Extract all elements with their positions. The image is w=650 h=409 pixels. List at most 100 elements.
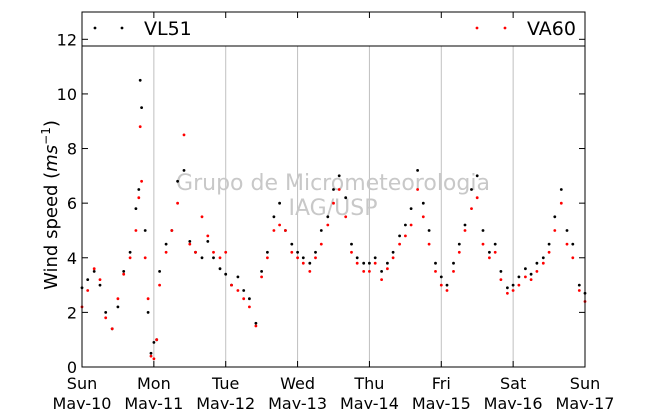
x-tick-label-date: May-17 [556,394,615,409]
data-point-va60 [128,256,132,260]
data-point-va60 [308,270,312,273]
data-point-vl51 [92,270,96,273]
data-point-vl51 [236,275,240,279]
data-point-va60 [200,215,204,219]
x-tick-label-date: May-14 [340,394,399,409]
data-point-vl51 [104,311,108,314]
data-point-va60 [236,289,240,292]
data-point-vl51 [434,261,437,265]
data-point-vl51 [470,188,473,191]
y-tick-label: 2 [67,303,77,322]
data-point-va60 [547,250,551,254]
data-point-vl51 [206,240,210,243]
data-point-vl51 [559,188,563,191]
data-point-va60 [326,223,330,227]
data-point-vl51 [344,196,348,200]
data-point-va60 [230,283,233,287]
data-point-va60 [206,234,210,238]
data-point-va60 [577,289,581,292]
data-point-va60 [170,229,174,232]
data-point-vl51 [260,270,263,273]
x-tick-label-day: Thu [353,374,384,393]
legend: VL51 VA60 [81,11,586,47]
data-point-va60 [290,250,294,254]
y-tick-label: 8 [67,140,77,159]
data-point-va60 [386,267,389,271]
data-point-va60 [137,196,141,200]
data-point-va60 [301,261,305,265]
data-point-vl51 [158,270,162,273]
scatter-points [80,78,587,361]
data-point-va60 [391,256,395,260]
data-point-vl51 [386,261,389,265]
data-point-va60 [541,261,545,265]
data-point-va60 [218,256,222,260]
y-tick-label: 10 [57,85,77,104]
data-point-va60 [158,283,162,287]
data-point-va60 [517,283,521,287]
data-point-vl51 [565,229,569,232]
data-point-va60 [559,201,563,205]
data-point-va60 [155,338,159,342]
data-point-va60 [337,188,341,191]
data-point-vl51 [488,250,491,254]
data-point-va60 [104,316,108,320]
data-point-vl51 [164,242,168,246]
data-point-va60 [248,305,251,309]
data-point-vl51 [506,286,509,290]
data-point-va60 [452,270,455,273]
data-point-vl51 [481,229,485,232]
data-point-va60 [362,270,366,273]
x-tick-label-date: May-16 [484,394,543,409]
data-point-vl51 [416,169,419,172]
data-point-vl51 [308,261,312,265]
data-point-va60 [266,256,269,260]
data-point-vl51 [248,297,251,301]
data-point-va60 [493,250,497,254]
data-point-vl51 [571,242,575,246]
x-tick-label-day: Sat [500,374,526,393]
watermark: Grupo de Micrometeorologia IAG/USP [176,171,490,221]
data-point-vl51 [272,215,276,219]
data-point-va60 [188,242,192,246]
x-tick-label-day: Mon [137,374,171,393]
x-tick-label-date: May-10 [53,394,112,409]
data-point-vl51 [421,201,425,205]
data-point-va60 [122,272,126,276]
data-point-vl51 [182,169,186,172]
data-point-va60 [86,289,90,292]
data-point-vl51 [224,272,228,276]
data-point-vl51 [337,174,341,178]
data-point-va60 [368,270,371,273]
data-point-vl51 [137,188,141,191]
data-point-va60 [134,229,138,232]
data-point-va60 [404,234,407,238]
y-tick-label: 12 [57,30,77,49]
data-point-va60 [470,207,473,211]
data-point-va60 [571,256,575,260]
data-point-va60 [434,270,437,273]
data-point-vl51 [541,256,545,260]
data-point-va60 [140,179,144,183]
data-point-vl51 [212,256,215,260]
data-point-vl51 [404,223,407,227]
data-point-vl51 [290,242,294,246]
data-point-vl51 [427,229,431,232]
data-point-vl51 [493,242,497,246]
data-point-vl51 [475,174,479,178]
data-point-va60 [332,201,335,205]
data-point-va60 [416,188,419,191]
data-point-vl51 [146,311,150,314]
x-tick-label-date: May-11 [124,394,183,409]
y-tick-label: 0 [67,358,77,377]
data-point-vl51 [439,275,443,279]
data-point-vl51 [457,242,461,246]
data-point-vl51 [296,250,299,254]
data-point-va60 [524,275,527,279]
data-point-va60 [511,289,515,292]
data-point-vl51 [200,256,204,260]
grid-lines [153,12,514,367]
data-point-va60 [92,267,96,271]
data-point-vl51 [409,207,413,211]
